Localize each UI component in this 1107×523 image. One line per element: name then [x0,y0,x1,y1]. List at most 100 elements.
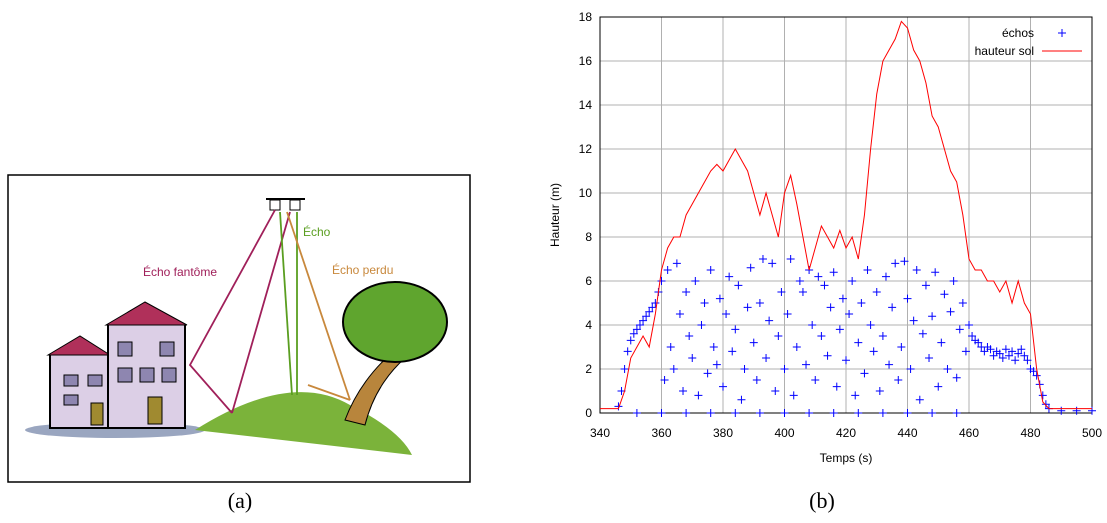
echo-point [949,277,958,285]
tree-crown [342,281,448,363]
echo-point [912,266,921,274]
y-tick-label: 18 [579,10,593,24]
echo-point [965,321,973,329]
echo-point [771,387,780,395]
echo-point [719,382,727,391]
echo-point [651,299,660,307]
echo-point [878,332,887,340]
legend-label: échos [1002,26,1034,40]
echo-point [980,347,989,356]
door [147,396,163,425]
echo-point [740,365,749,373]
echo-point [795,277,804,285]
echo-point [848,277,857,285]
echo-point [1029,367,1038,376]
y-tick-label: 0 [585,406,592,420]
echo-point [774,332,783,340]
y-tick-label: 4 [585,318,592,332]
echo-point [786,255,795,263]
y-tick-label: 16 [579,54,593,68]
echo-point [1032,371,1041,380]
echo-point [1017,345,1026,354]
echo-point [666,343,675,351]
echo-point [903,409,912,417]
echo-point [998,354,1007,362]
echo-label: Écho [303,224,331,239]
echo-point [1038,391,1047,400]
plot-frame [599,16,1093,414]
echo-point [789,391,798,400]
echo-point [755,409,764,417]
echo-point [995,349,1004,358]
echo-point [700,299,709,307]
x-axis-label: Temps (s) [820,451,873,465]
echo-point [685,332,694,340]
echo-point [802,360,811,369]
echo-point [915,395,924,404]
echo-point [832,382,841,391]
x-tick-label: 360 [651,426,671,440]
y-tick-label: 6 [585,274,592,288]
ground-line [600,20,1092,410]
echo-point [758,255,767,263]
echo-point [906,365,915,373]
echo-point [703,369,712,378]
echo-point [614,402,623,411]
x-tick-label: 340 [590,426,610,440]
echo-point [897,343,906,351]
door [90,402,104,426]
drone [266,198,305,211]
echo-point [845,310,854,318]
echo-point [875,387,884,395]
echo-point [955,325,964,334]
echo-point [780,409,789,417]
echo-point [989,351,998,360]
echo-point [688,354,697,362]
echo-point [1088,406,1096,415]
echo-point [928,312,937,321]
echo-point [961,347,970,356]
y-tick-label: 14 [579,98,593,112]
echo-point [894,376,903,384]
echo-point [857,299,866,307]
echo-point [885,360,894,369]
echo-point [808,321,817,329]
echo-point [946,307,955,316]
echo-point [734,281,743,290]
echo-point [737,395,746,404]
echo-point [823,351,832,360]
echo-point [660,376,669,384]
echo-point [814,272,823,281]
echo-point [928,409,937,417]
echo-point [829,409,838,417]
echo-point [820,281,829,290]
caption: (b) [809,488,835,513]
echo-point [629,329,638,338]
echo-point [900,257,909,266]
echo-point [731,409,740,417]
x-tick-label: 400 [774,426,794,440]
x-tick-label: 500 [1082,426,1102,440]
echo-point [1011,356,1020,365]
echo-point [706,409,715,417]
legend-swatch [1058,29,1066,37]
caption: (a) [228,488,252,513]
echo-point [743,303,752,312]
echo-point [663,266,672,274]
echo-point [731,325,740,334]
echo-point [826,303,835,312]
echo-point [682,288,691,296]
echo-point [657,409,666,417]
y-tick-label: 12 [579,142,593,156]
echo-point [937,338,946,347]
echo-point [817,332,826,340]
echo-point [642,312,651,321]
echo-point [878,409,887,417]
echo-point [974,338,983,347]
echo-point [968,332,977,340]
echo-point [672,259,681,268]
echo-point [866,321,875,329]
ghost-label: Écho fantôme [143,264,217,279]
echo-point [626,336,635,345]
